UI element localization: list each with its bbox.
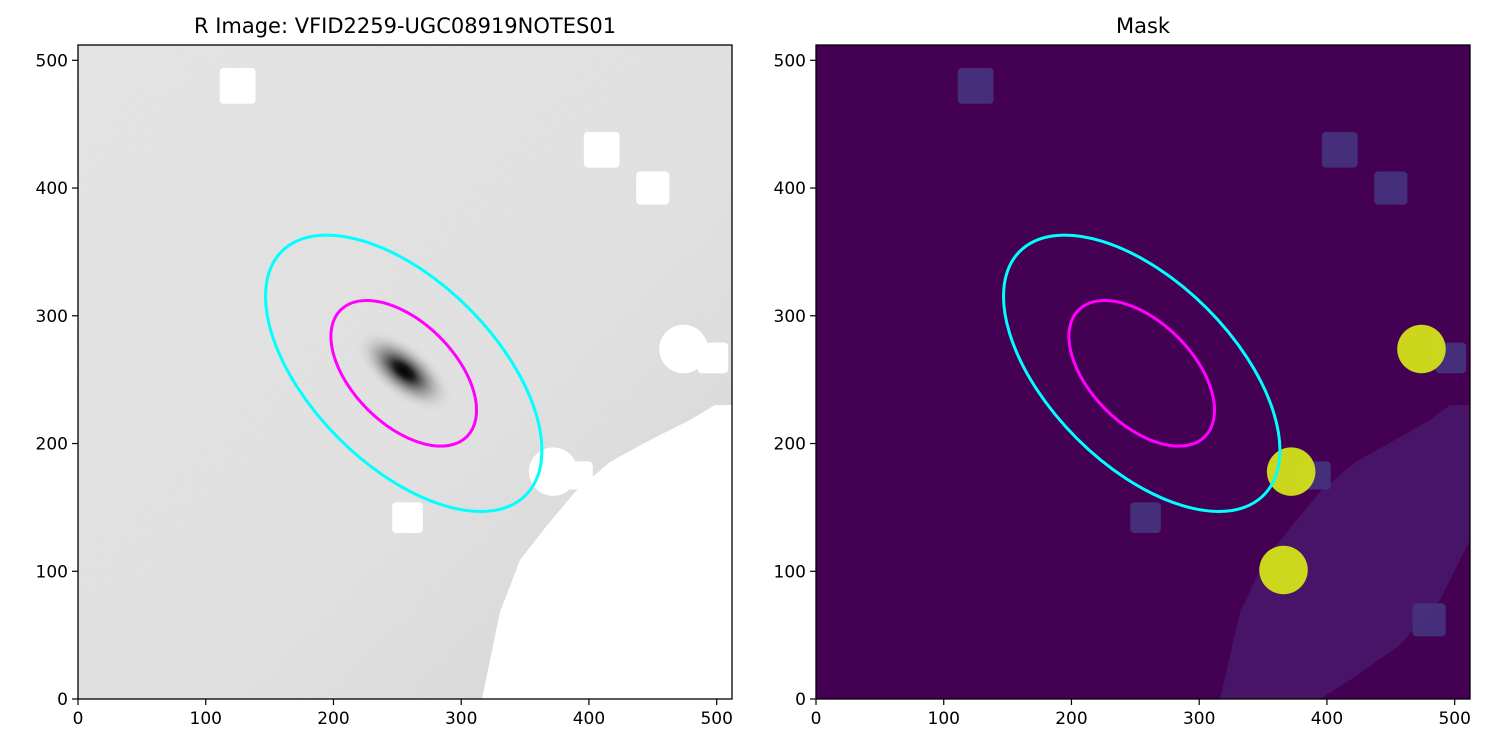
inner-aperture-ellipse: [1067, 298, 1217, 448]
x-tick-label: 0: [811, 709, 822, 729]
masked-box: [219, 67, 256, 104]
mask-sources: [957, 67, 1467, 637]
x-tick-label: 500: [1438, 709, 1470, 729]
masked-star: [521, 545, 570, 595]
r-image-axes-frame: [77, 44, 733, 700]
masked-box: [583, 131, 620, 168]
x-tick-label: 100: [190, 709, 222, 729]
mask-box: [1374, 171, 1408, 205]
y-tick-label: 0: [795, 690, 806, 710]
x-tick-label: 100: [928, 709, 960, 729]
y-tick-label: 500: [774, 51, 806, 71]
r-image-panel: R Image: VFID2259-UGC08919NOTES01 0 100 20…: [36, 14, 733, 729]
inner-aperture-ellipse: [329, 298, 479, 448]
masked-sources: [219, 67, 729, 637]
x-tick-label: 200: [317, 709, 349, 729]
r-image-y-axis: 0 100 200 300 400 500: [36, 51, 78, 710]
mask-box: [1130, 502, 1161, 533]
mask-star: [1266, 447, 1316, 496]
masked-box: [392, 502, 423, 533]
mask-box: [1321, 131, 1358, 168]
x-tick-label: 300: [445, 709, 477, 729]
mask-plot-area: [816, 45, 1470, 699]
mask-x-axis: 0 100 200 300 400 500: [811, 699, 1471, 729]
mask-title: Mask: [1116, 14, 1171, 38]
x-tick-label: 500: [700, 709, 732, 729]
mask-panel: Mask 0 100 200 300 400 500 0 100 200 300 400 500: [774, 14, 1471, 729]
mask-star: [1259, 545, 1308, 595]
mask-y-axis: 0 100 200 300 400 500: [774, 51, 816, 710]
y-tick-label: 200: [774, 435, 806, 455]
r-image-title: R Image: VFID2259-UGC08919NOTES01: [194, 14, 616, 38]
y-tick-label: 200: [36, 435, 68, 455]
r-image-x-axis: 0 100 200 300 400 500: [73, 699, 733, 729]
masked-star: [659, 324, 708, 374]
y-tick-label: 400: [36, 179, 68, 199]
galaxy-ugc08919: [353, 327, 455, 415]
masked-bright-region: [482, 405, 732, 699]
y-tick-label: 100: [774, 562, 806, 582]
y-tick-label: 300: [36, 307, 68, 327]
masked-box: [674, 603, 708, 637]
masked-box: [564, 461, 593, 490]
aperture-ellipses: [264, 233, 544, 513]
y-tick-label: 400: [774, 179, 806, 199]
outer-aperture-ellipse: [264, 233, 544, 513]
y-tick-label: 0: [57, 690, 68, 710]
mask-axes-frame: [815, 44, 1471, 700]
mask-box: [1412, 603, 1446, 637]
y-tick-label: 300: [774, 307, 806, 327]
x-tick-label: 200: [1055, 709, 1087, 729]
mask-star: [1397, 324, 1446, 374]
x-tick-label: 400: [573, 709, 605, 729]
x-tick-label: 0: [73, 709, 84, 729]
r-image-plot-area: [78, 45, 732, 699]
x-tick-label: 300: [1183, 709, 1215, 729]
outer-aperture-ellipse: [1002, 233, 1282, 513]
x-tick-label: 400: [1311, 709, 1343, 729]
masked-box: [636, 171, 670, 205]
mask-aperture-ellipses: [1002, 233, 1282, 513]
mask-box: [957, 67, 994, 104]
y-tick-label: 500: [36, 51, 68, 71]
y-tick-label: 100: [36, 562, 68, 582]
mask-stripe-region: [1220, 405, 1470, 699]
